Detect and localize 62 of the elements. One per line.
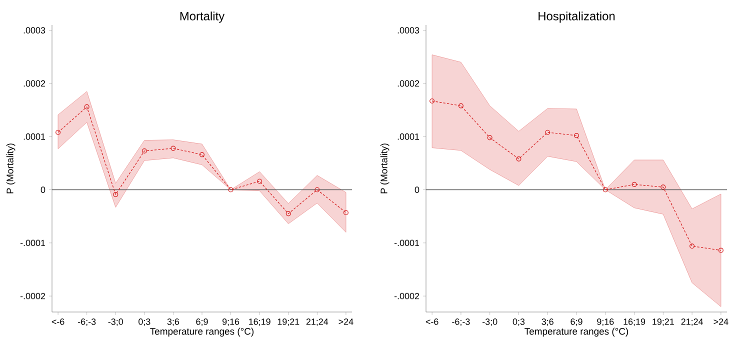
x-tick-label: 3;6 <box>167 318 180 326</box>
point <box>257 178 262 184</box>
x-tick-label: -6;-3 <box>452 318 470 326</box>
y-axis-title: P (Mortality) <box>380 144 390 194</box>
y-tick-label: -.0001 <box>20 240 46 246</box>
x-tick-label: -3;0 <box>482 318 498 326</box>
point <box>458 103 464 108</box>
point <box>286 211 291 216</box>
x-tick-label: 16;19 <box>249 318 270 326</box>
point <box>545 130 550 135</box>
x-tick-label: >24 <box>714 318 728 325</box>
point <box>170 146 176 151</box>
x-tick-label: >24 <box>338 318 354 325</box>
x-tick-label: -3;0 <box>108 318 124 326</box>
x-tick-label: 9;16 <box>222 318 240 326</box>
y-tick-label: .0003 <box>24 27 46 34</box>
x-tick-label: 0;3 <box>138 318 150 326</box>
point <box>602 187 608 192</box>
x-tick-label: 6;9 <box>570 318 582 326</box>
x-tick-label: <-6 <box>426 318 438 325</box>
point <box>113 192 118 198</box>
x-axis-title: Temperature ranges (°C) <box>150 328 254 337</box>
y-tick-label: .0003 <box>398 27 420 34</box>
y-tick-label: -.0002 <box>20 292 46 300</box>
point <box>56 130 61 135</box>
point <box>718 248 724 253</box>
x-tick-label: 6;9 <box>196 318 208 326</box>
point <box>84 104 90 110</box>
point <box>228 187 234 192</box>
point <box>142 148 147 154</box>
y-tick-label: .0002 <box>24 80 46 87</box>
y-tick-label: .0001 <box>398 133 420 140</box>
point <box>314 187 320 192</box>
point <box>487 135 492 140</box>
y-axis-title: P (Mortality) <box>6 144 16 194</box>
point <box>690 244 695 249</box>
point <box>632 182 637 187</box>
y-tick-label: .0002 <box>398 80 420 87</box>
x-tick-label: 16;19 <box>624 318 646 326</box>
x-tick-label: 3;6 <box>542 318 554 326</box>
point <box>199 152 205 158</box>
point <box>516 156 522 162</box>
x-tick-label: 21;24 <box>306 318 328 326</box>
x-tick-label: 9;16 <box>597 318 614 326</box>
chart-title: Mortality <box>180 12 225 23</box>
x-tick-label: -6;-3 <box>78 318 96 326</box>
x-axis-title: Temperature ranges (°C) <box>524 328 628 337</box>
x-tick-label: 19;21 <box>278 318 300 326</box>
point <box>574 133 580 138</box>
point <box>660 184 666 190</box>
chart-title: Hospitalization <box>538 12 615 23</box>
y-tick-label: .0001 <box>24 133 46 140</box>
point <box>343 210 348 216</box>
y-tick-label: -.0002 <box>394 292 420 300</box>
x-tick-label: 21;24 <box>681 318 704 326</box>
y-tick-label: 0 <box>40 186 46 193</box>
x-tick-label: <-6 <box>52 318 64 325</box>
y-tick-label: 0 <box>414 186 420 193</box>
point <box>430 98 435 104</box>
x-tick-label: 19;21 <box>652 318 674 326</box>
y-tick-label: -.0001 <box>394 240 420 246</box>
x-tick-label: 0;3 <box>512 318 525 326</box>
